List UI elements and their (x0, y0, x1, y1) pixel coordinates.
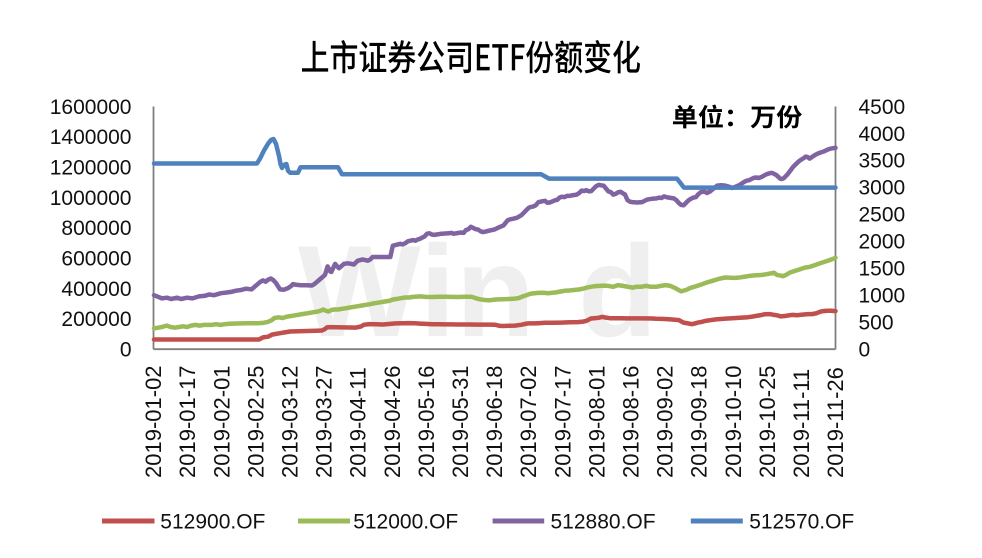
svg-text:2019-08-16: 2019-08-16 (619, 365, 644, 478)
svg-text:3000: 3000 (859, 177, 906, 200)
svg-text:2019-11-11: 2019-11-11 (789, 369, 814, 478)
svg-text:2019-07-02: 2019-07-02 (516, 365, 541, 478)
svg-text:2019-05-31: 2019-05-31 (448, 365, 473, 478)
svg-text:400000: 400000 (61, 278, 131, 301)
svg-text:1600000: 1600000 (50, 96, 132, 119)
svg-text:2500: 2500 (859, 204, 906, 227)
svg-text:2019-10-10: 2019-10-10 (721, 365, 746, 478)
svg-text:3500: 3500 (859, 150, 906, 173)
svg-text:200000: 200000 (61, 308, 131, 331)
svg-text:1200000: 1200000 (50, 157, 132, 180)
svg-text:2019-09-02: 2019-09-02 (653, 365, 678, 478)
svg-text:2019-02-01: 2019-02-01 (209, 365, 234, 478)
svg-text:2019-11-26: 2019-11-26 (823, 367, 848, 478)
svg-text:600000: 600000 (61, 248, 131, 271)
svg-text:2019-01-02: 2019-01-02 (141, 365, 166, 478)
svg-text:2019-10-25: 2019-10-25 (755, 365, 780, 478)
svg-text:2019-07-17: 2019-07-17 (550, 365, 575, 478)
svg-text:2019-04-26: 2019-04-26 (380, 365, 405, 478)
svg-text:1000: 1000 (859, 285, 906, 308)
svg-text:0: 0 (859, 339, 871, 362)
svg-text:1500: 1500 (859, 258, 906, 281)
svg-text:0: 0 (120, 339, 132, 362)
svg-text:512900.OF: 512900.OF (160, 511, 265, 534)
svg-text:1000000: 1000000 (50, 187, 132, 210)
svg-text:2019-04-11: 2019-04-11 (346, 367, 371, 478)
svg-text:500: 500 (859, 312, 894, 335)
svg-text:800000: 800000 (61, 217, 131, 240)
svg-text:2000: 2000 (859, 231, 906, 254)
svg-text:2019-01-17: 2019-01-17 (175, 365, 200, 478)
svg-text:2019-08-01: 2019-08-01 (584, 365, 609, 478)
svg-text:512570.OF: 512570.OF (749, 511, 854, 534)
svg-text:2019-06-18: 2019-06-18 (482, 365, 507, 478)
svg-text:d: d (578, 218, 657, 364)
svg-text:4500: 4500 (859, 96, 906, 119)
svg-text:2019-03-12: 2019-03-12 (278, 365, 303, 478)
svg-text:512000.OF: 512000.OF (353, 511, 458, 534)
svg-text:2019-05-16: 2019-05-16 (414, 365, 439, 478)
svg-text:512880.OF: 512880.OF (551, 511, 656, 534)
svg-text:1400000: 1400000 (50, 126, 132, 149)
svg-text:2019-02-25: 2019-02-25 (243, 365, 268, 478)
svg-text:2019-09-18: 2019-09-18 (687, 365, 712, 478)
svg-text:4000: 4000 (859, 123, 906, 146)
svg-text:2019-03-27: 2019-03-27 (312, 365, 337, 478)
